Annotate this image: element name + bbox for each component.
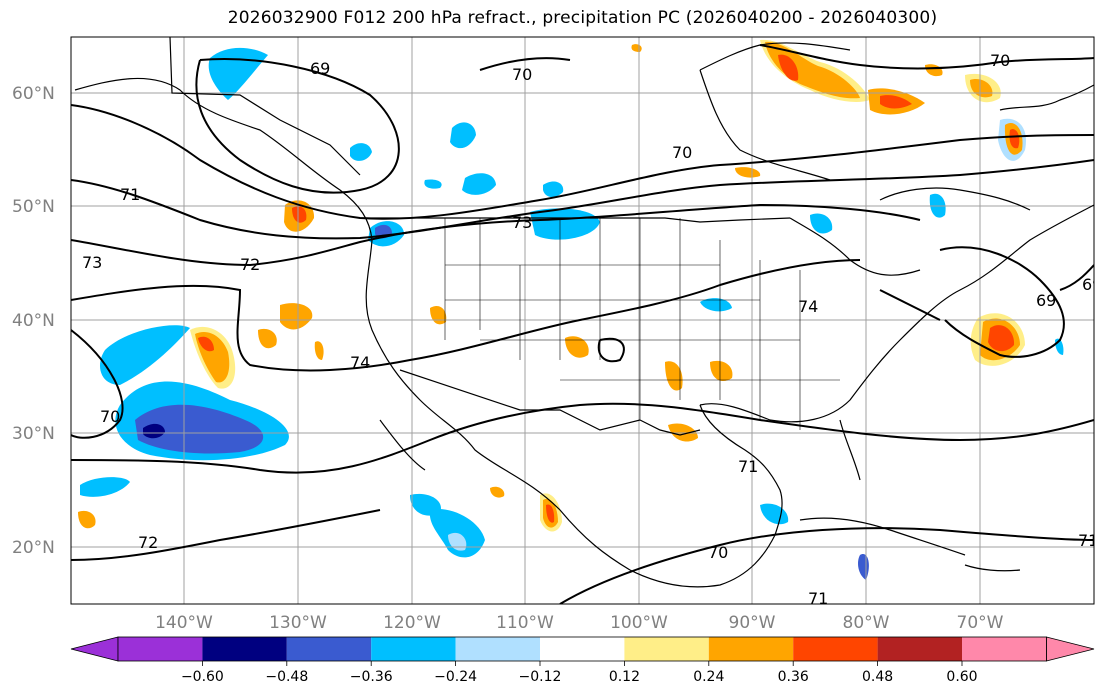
colorbar-tick-label: 0.60 [946, 669, 977, 685]
contour-label: 72 [138, 533, 158, 552]
lon-label-140w: 140°W [155, 613, 213, 633]
colorbar-bin [202, 637, 287, 661]
contour-label: 70 [708, 543, 728, 562]
longitude-labels: 140°W 130°W 120°W 110°W 100°W 90°W 80°W … [155, 613, 1004, 633]
colorbar-frame [117, 636, 1047, 662]
contour-label: 71 [808, 589, 828, 608]
map-frame [70, 36, 1095, 605]
colorbar-bin [624, 637, 709, 661]
colorbar-bin [540, 637, 625, 661]
contour-label: 71 [1078, 531, 1098, 550]
lon-label-90w: 90°W [729, 613, 776, 633]
lat-label-20n: 20°N [12, 538, 55, 558]
precip-shading [78, 39, 1064, 580]
lon-label-120w: 120°W [383, 613, 441, 633]
contour-label: 71 [120, 185, 140, 204]
chart-title: 2026032900 F012 200 hPa refract., precip… [227, 8, 938, 28]
colorbar-tick-label: −0.60 [181, 669, 224, 685]
colorbar-tick-label: 0.12 [609, 669, 640, 685]
contour-label: 74 [798, 297, 818, 316]
colorbar-bin [793, 637, 878, 661]
lat-label-60n: 60°N [12, 84, 55, 104]
colorbar-tick-label: −0.24 [434, 669, 477, 685]
contour-label: 72 [240, 255, 260, 274]
contour-label: 70 [512, 65, 532, 84]
lat-label-50n: 50°N [12, 197, 55, 217]
contour-label: 74 [350, 353, 370, 372]
contour-label: 71 [738, 457, 758, 476]
colorbar-bin [708, 637, 794, 661]
colorbar: −0.60 −0.48 −0.36 −0.24 −0.12 0.12 0.24 … [70, 636, 1095, 685]
latitude-labels: 60°N 50°N 40°N 30°N 20°N [12, 84, 55, 558]
contour-label: 73 [82, 253, 102, 272]
colorbar-tick-label: −0.48 [265, 669, 308, 685]
contour-labels: 69 70 71 72 73 73 74 74 70 71 72 70 69 7… [82, 51, 1102, 608]
colorbar-tick-label: 0.36 [778, 669, 809, 685]
lon-label-100w: 100°W [610, 613, 668, 633]
colorbar-bin [371, 637, 456, 661]
colorbar-tick-label: 0.48 [862, 669, 893, 685]
refractivity-contours [71, 44, 1094, 604]
lon-label-70w: 70°W [957, 613, 1004, 633]
colorbar-bin [962, 637, 1047, 661]
lon-label-110w: 110°W [496, 613, 554, 633]
lat-label-40n: 40°N [12, 311, 55, 331]
colorbar-bin [877, 637, 962, 661]
contour-label: 69 [1036, 291, 1056, 310]
colorbar-tick-label: −0.12 [519, 669, 562, 685]
colorbar-low-extension [70, 636, 119, 662]
colorbar-high-extension [1046, 636, 1095, 662]
contour-label: 70 [990, 51, 1010, 70]
contour-label: 73 [512, 213, 532, 232]
lon-label-80w: 80°W [843, 613, 890, 633]
contour-label: 69 [1082, 275, 1102, 294]
colorbar-bin [455, 637, 540, 661]
contour-label: 70 [672, 143, 692, 162]
colorbar-tick-label: 0.24 [693, 669, 724, 685]
colorbar-bin [118, 637, 203, 661]
lat-label-30n: 30°N [12, 424, 55, 444]
colorbar-tick-label: −0.36 [350, 669, 393, 685]
state-borders [444, 218, 840, 430]
graticule [71, 37, 1094, 604]
contour-label: 69 [310, 59, 330, 78]
coastlines [74, 37, 1094, 588]
contour-label: 70 [100, 407, 120, 426]
colorbar-bin [286, 637, 372, 661]
lon-label-130w: 130°W [269, 613, 327, 633]
